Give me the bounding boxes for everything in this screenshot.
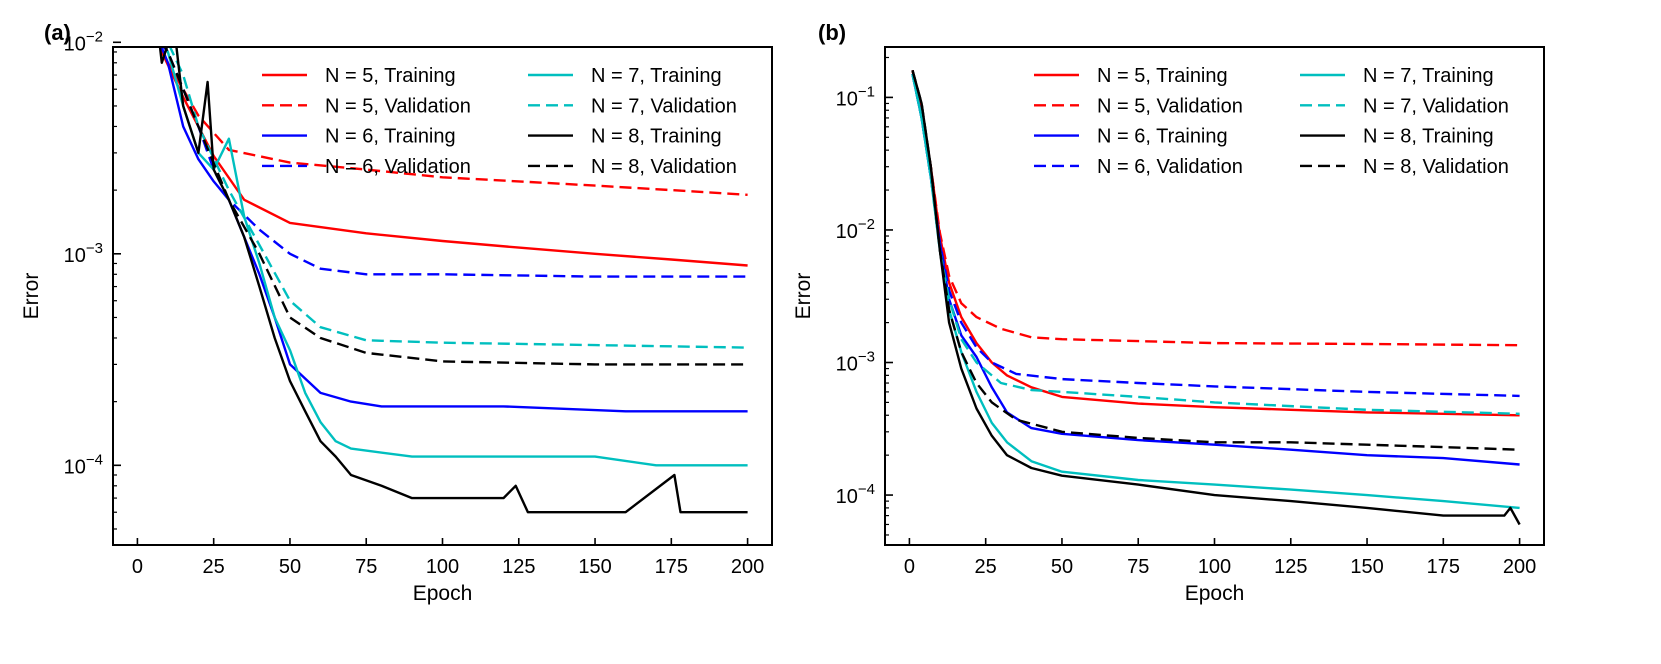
legend-entry: N = 7, Validation — [591, 95, 737, 117]
x-tick-label: 75 — [1127, 556, 1149, 578]
series-line-2 — [158, 47, 748, 196]
series-line-7 — [158, 47, 748, 514]
x-tick-label: 150 — [1350, 556, 1383, 578]
legend-entry: N = 6, Validation — [325, 156, 471, 178]
y-tick-label: 10−4 — [836, 481, 875, 508]
y-tick-exponent: −3 — [858, 349, 875, 366]
y-tick-base: 10 — [836, 486, 858, 508]
series-line-4 — [911, 73, 1520, 398]
legend-entry: N = 8, Training — [1363, 126, 1494, 148]
plot-frame — [884, 46, 1545, 546]
legend-entry: N = 5, Training — [1097, 65, 1228, 87]
panel-a: 0 25 50 75 100 125 150 175 20010−410−310−2EpochE… — [20, 20, 773, 605]
x-tick-label: 25 — [975, 556, 997, 578]
x-axis-label: Epoch — [413, 582, 473, 605]
x-tick-label: 75 — [355, 556, 377, 578]
series-group — [158, 47, 748, 514]
y-tick-exponent: −4 — [86, 451, 103, 468]
y-tick-exponent: −1 — [858, 83, 875, 100]
y-tick-base: 10 — [64, 33, 86, 55]
legend-entry: N = 6, Training — [1097, 126, 1228, 148]
legend-entry: N = 5, Validation — [325, 95, 471, 117]
x-tick-label: 100 — [1198, 556, 1231, 578]
x-tick-label: 100 — [426, 556, 459, 578]
x-tick-label: 50 — [1051, 556, 1073, 578]
legend-entry: N = 7, Training — [1363, 65, 1494, 87]
legend-entry: N = 7, Validation — [1363, 95, 1509, 117]
y-tick-label: 10−3 — [836, 349, 875, 376]
y-tick-base: 10 — [64, 456, 86, 478]
legend-entry: N = 8, Validation — [1363, 156, 1509, 178]
x-tick-label: 200 — [731, 556, 764, 578]
y-tick-label: 10−2 — [836, 216, 875, 243]
legend-entry: N = 6, Training — [325, 126, 456, 148]
y-tick-exponent: −4 — [858, 481, 875, 498]
y-tick-base: 10 — [836, 88, 858, 110]
x-tick-label: 125 — [502, 556, 535, 578]
legend-entry: N = 5, Validation — [1097, 95, 1243, 117]
series-line-3 — [160, 47, 748, 413]
x-tick-label: 175 — [1427, 556, 1460, 578]
y-tick-label: 10−2 — [64, 28, 103, 55]
legend: N = 5, Training N = 5, Validation N = 6, T… — [1034, 65, 1509, 178]
y-tick-exponent: −3 — [86, 240, 103, 257]
x-tick-label: 175 — [655, 556, 688, 578]
y-axis-label: Error — [792, 273, 815, 320]
panel-label: (b) — [818, 20, 846, 45]
x-tick-label: 200 — [1503, 556, 1536, 578]
legend-entry: N = 5, Training — [325, 65, 456, 87]
legend-entry: N = 8, Validation — [591, 156, 737, 178]
x-tick-label: 125 — [1274, 556, 1307, 578]
y-tick-base: 10 — [64, 245, 86, 267]
x-tick-label: 25 — [203, 556, 225, 578]
legend-entry: N = 8, Training — [591, 126, 722, 148]
y-tick-exponent: −2 — [86, 28, 103, 45]
y-tick-base: 10 — [836, 354, 858, 376]
x-tick-label: 0 — [904, 556, 915, 578]
panel-label: (a) — [44, 20, 71, 45]
x-tick-label: 150 — [578, 556, 611, 578]
series-line-6 — [168, 47, 748, 349]
x-tick-label: 50 — [279, 556, 301, 578]
y-tick-exponent: −2 — [858, 216, 875, 233]
panel-b: 0 25 50 75 100 125 150 175 20010−410−310−210−1Ep… — [792, 20, 1545, 605]
series-line-8 — [911, 69, 1520, 451]
legend: N = 5, Training N = 5, Validation N = 6, T… — [262, 65, 737, 178]
plot-frame — [112, 46, 773, 546]
series-line-1 — [911, 70, 1520, 417]
legend-entry: N = 6, Validation — [1097, 156, 1243, 178]
x-axis-label: Epoch — [1185, 582, 1245, 605]
x-tick-label: 0 — [132, 556, 143, 578]
y-axis-label: Error — [20, 273, 43, 320]
series-group — [911, 69, 1521, 526]
y-tick-label: 10−3 — [64, 240, 103, 267]
y-tick-label: 10−1 — [836, 83, 875, 110]
y-tick-label: 10−4 — [64, 451, 103, 478]
y-tick-base: 10 — [836, 221, 858, 243]
series-line-8 — [163, 47, 748, 366]
legend-entry: N = 7, Training — [591, 65, 722, 87]
